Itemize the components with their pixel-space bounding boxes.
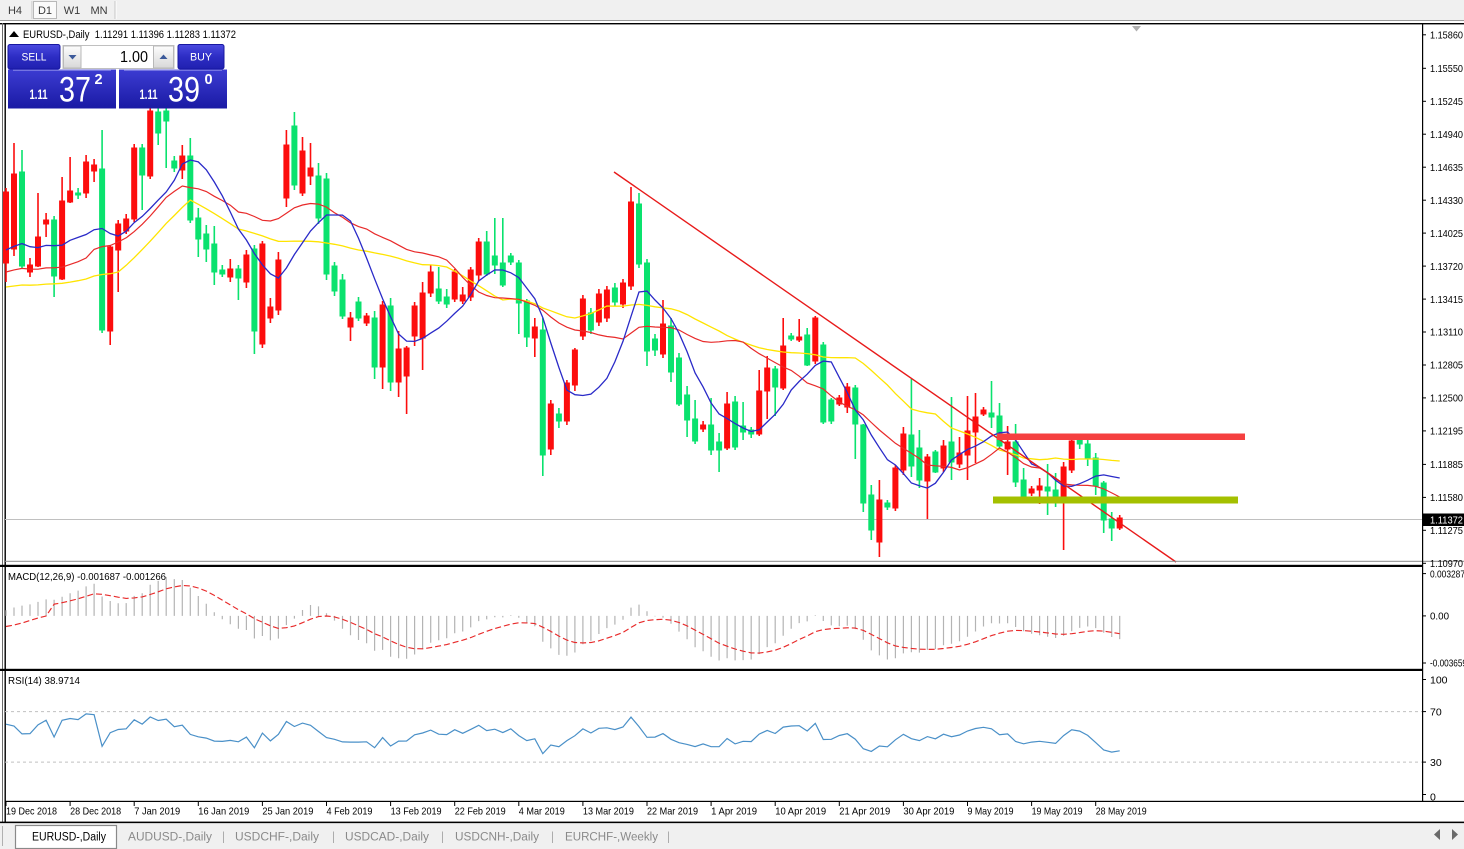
svg-text:1 Apr 2019: 1 Apr 2019 <box>711 806 757 818</box>
svg-text:USDCNH-,Daily: USDCNH-,Daily <box>455 832 539 844</box>
svg-text:22 Feb 2019: 22 Feb 2019 <box>455 806 506 818</box>
svg-text:13 Mar 2019: 13 Mar 2019 <box>583 806 634 818</box>
svg-text:EURCHF-,Weekly: EURCHF-,Weekly <box>565 832 658 844</box>
svg-text:70: 70 <box>1430 706 1442 718</box>
svg-text:H4: H4 <box>8 5 22 17</box>
svg-text:9 May 2019: 9 May 2019 <box>968 806 1014 818</box>
svg-text:1.11580: 1.11580 <box>1430 492 1463 504</box>
svg-text:1.14025: 1.14025 <box>1430 228 1463 240</box>
svg-text:22 Mar 2019: 22 Mar 2019 <box>647 806 698 818</box>
svg-text:28 Dec 2018: 28 Dec 2018 <box>70 806 121 818</box>
svg-text:1.10970: 1.10970 <box>1430 558 1463 570</box>
svg-text:AUDUSD-,Daily: AUDUSD-,Daily <box>128 832 212 844</box>
svg-text:4 Feb 2019: 4 Feb 2019 <box>327 806 373 818</box>
svg-text:0: 0 <box>1430 792 1436 804</box>
svg-text:1.15550: 1.15550 <box>1430 63 1463 75</box>
svg-text:MACD(12,26,9) -0.001687 -0.001: MACD(12,26,9) -0.001687 -0.001266 <box>8 571 166 583</box>
svg-text:30: 30 <box>1430 757 1442 769</box>
svg-text:1.14940: 1.14940 <box>1430 129 1463 141</box>
svg-text:1.12500: 1.12500 <box>1430 393 1463 405</box>
svg-text:1.15860: 1.15860 <box>1430 30 1463 42</box>
svg-text:1.11275: 1.11275 <box>1430 525 1463 537</box>
svg-text:1.14635: 1.14635 <box>1430 162 1463 174</box>
svg-text:1.11: 1.11 <box>30 87 48 102</box>
svg-text:30 Apr 2019: 30 Apr 2019 <box>903 806 954 818</box>
svg-text:EURUSD-,Daily: EURUSD-,Daily <box>32 832 106 844</box>
svg-text:19 May 2019: 19 May 2019 <box>1032 806 1083 818</box>
svg-text:1.13415: 1.13415 <box>1430 294 1463 306</box>
svg-text:28 May 2019: 28 May 2019 <box>1096 806 1147 818</box>
svg-text:MN: MN <box>90 5 107 17</box>
svg-text:7 Jan 2019: 7 Jan 2019 <box>134 806 180 818</box>
svg-text:100: 100 <box>1430 675 1448 687</box>
svg-text:D1: D1 <box>38 5 52 17</box>
svg-text:-0.003659: -0.003659 <box>1430 658 1464 670</box>
svg-text:4 Mar 2019: 4 Mar 2019 <box>519 806 565 818</box>
svg-text:RSI(14) 38.9714: RSI(14) 38.9714 <box>8 675 80 687</box>
svg-text:1.12805: 1.12805 <box>1430 360 1463 372</box>
svg-text:|: | <box>332 832 335 844</box>
svg-text:USDCHF-,Daily: USDCHF-,Daily <box>235 832 319 844</box>
svg-text:1.00: 1.00 <box>120 49 148 66</box>
svg-text:39: 39 <box>168 71 200 110</box>
svg-text:|: | <box>441 832 444 844</box>
svg-text:BUY: BUY <box>190 52 213 64</box>
svg-text:19 Dec 2018: 19 Dec 2018 <box>6 806 57 818</box>
svg-text:1.11372: 1.11372 <box>1430 515 1463 527</box>
svg-text:37: 37 <box>59 71 91 110</box>
svg-text:0: 0 <box>205 72 213 88</box>
svg-text:USDCAD-,Daily: USDCAD-,Daily <box>345 832 429 844</box>
svg-text:1.14330: 1.14330 <box>1430 195 1463 207</box>
svg-text:16 Jan 2019: 16 Jan 2019 <box>198 806 249 818</box>
svg-text:1.11: 1.11 <box>140 87 158 102</box>
svg-text:13 Feb 2019: 13 Feb 2019 <box>391 806 442 818</box>
svg-text:0.003287: 0.003287 <box>1430 568 1464 580</box>
svg-text:2: 2 <box>95 72 103 88</box>
svg-text:1.11885: 1.11885 <box>1430 459 1463 471</box>
svg-text:10 Apr 2019: 10 Apr 2019 <box>775 806 826 818</box>
svg-text:0.00: 0.00 <box>1430 611 1449 623</box>
svg-text:SELL: SELL <box>22 52 47 64</box>
svg-text:1.12195: 1.12195 <box>1430 426 1463 438</box>
svg-text:21 Apr 2019: 21 Apr 2019 <box>839 806 890 818</box>
svg-text:EURUSD-,Daily 1.11291 1.11396: EURUSD-,Daily 1.11291 1.11396 1.11283 1.… <box>23 29 236 41</box>
svg-text:|: | <box>551 832 554 844</box>
svg-text:25 Jan 2019: 25 Jan 2019 <box>262 806 313 818</box>
svg-text:1.15245: 1.15245 <box>1430 96 1463 108</box>
svg-text:|: | <box>667 832 670 844</box>
svg-text:|: | <box>222 832 225 844</box>
svg-text:1.13720: 1.13720 <box>1430 261 1463 273</box>
svg-text:W1: W1 <box>64 5 81 17</box>
svg-text:1.13110: 1.13110 <box>1430 327 1463 339</box>
